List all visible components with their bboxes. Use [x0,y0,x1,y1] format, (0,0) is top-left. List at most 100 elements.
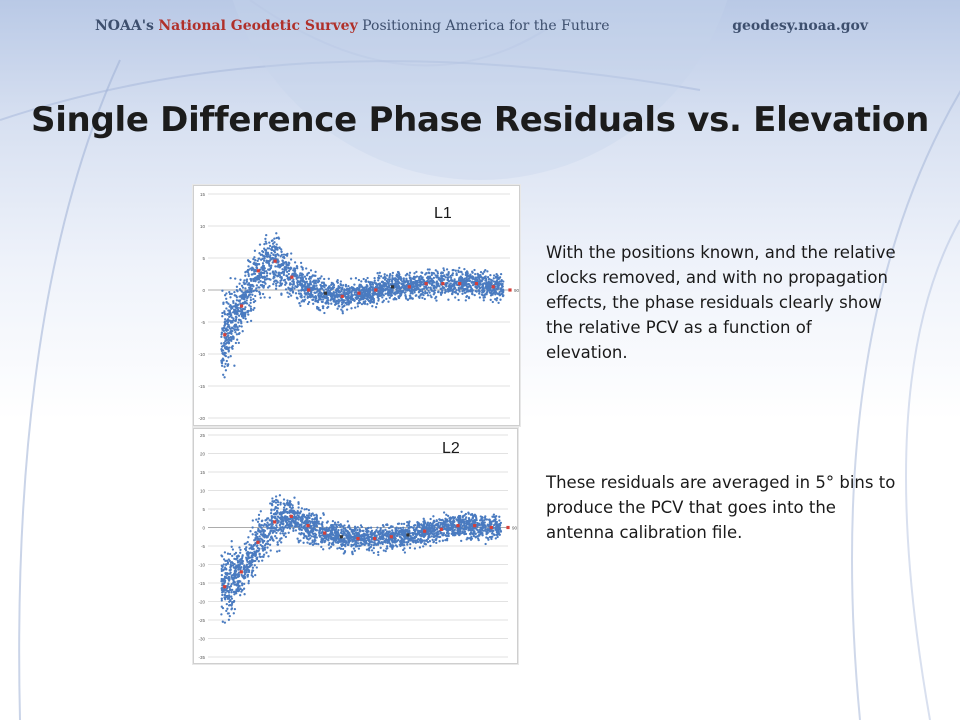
scatter-point [434,269,437,272]
scatter-point [487,282,490,286]
scatter-point [262,276,265,279]
scatter-point [392,292,395,295]
scatter-point [432,293,435,296]
scatter-point [406,541,409,544]
scatter-point [441,274,445,278]
scatter-point [393,283,397,286]
scatter-point [229,296,232,299]
scatter-point [306,302,310,306]
scatter-point [245,278,249,281]
scatter-point [327,293,330,296]
scatter-point [407,524,411,527]
scatter-point [240,325,243,328]
bin-mean-marker [256,269,260,273]
scatter-point [488,291,491,294]
scatter-point [284,253,288,257]
scatter-point [264,240,267,243]
scatter-point [386,541,389,545]
scatter-point [357,547,361,550]
scatter-point [293,269,297,272]
scatter-point [241,301,245,305]
scatter-point [293,513,296,516]
scatter-point [483,518,486,522]
scatter-point [322,298,325,301]
scatter-point [341,538,345,541]
scatter-point [230,540,233,543]
scatter-point [320,300,324,303]
scatter-point [262,266,266,270]
scatter-point [381,537,385,540]
scatter-point [281,525,284,529]
scatter-point [386,532,390,535]
scatter-point [243,570,246,574]
scatter-point [244,306,247,309]
scatter-point [221,582,224,585]
scatter-point [343,289,346,292]
scatter-point [240,322,243,325]
scatter-point [300,272,303,275]
scatter-point [408,274,411,277]
scatter-point [322,305,325,308]
scatter-point [275,232,278,235]
scatter-point [405,285,409,288]
scatter-point [268,285,271,288]
scatter-point [460,539,463,543]
scatter-point [492,274,496,277]
scatter-point [315,279,318,282]
scatter-series [220,232,505,379]
scatter-point [250,558,254,562]
scatter-point [270,251,273,255]
scatter-point [430,277,433,281]
scatter-point [387,292,390,295]
scatter-point [463,522,466,526]
scatter-point [236,338,239,341]
scatter-point [227,618,231,621]
scatter-point [242,577,246,580]
scatter-point [266,540,269,543]
scatter-point [419,541,422,544]
scatter-point [316,277,320,280]
scatter-point [464,288,467,291]
scatter-point [409,283,412,286]
scatter-point [261,559,264,562]
scatter-point [363,296,366,300]
scatter-point [430,273,433,277]
scatter-point [283,504,287,507]
scatter-point [363,301,366,304]
scatter-point [358,297,362,301]
scatter-point [274,498,278,502]
scatter-point [220,335,223,339]
scatter-point [276,275,279,278]
scatter-point [372,291,375,294]
scatter-point [237,586,240,589]
scatter-point [326,533,329,536]
scatter-point [246,296,249,300]
bin-mean-marker [491,285,495,289]
scatter-point [375,283,378,286]
scatter-point [230,545,233,548]
scatter-point [404,274,407,277]
scatter-point [371,283,375,286]
scatter-point [449,276,453,280]
scatter-point [311,521,315,525]
scatter-point [258,252,261,255]
scatter-point [232,300,235,303]
scatter-point [393,279,397,282]
scatter-point [419,531,422,534]
scatter-point [303,524,306,528]
scatter-point [226,607,229,610]
scatter-point [247,282,251,285]
scatter-point [229,321,233,324]
scatter-point [276,281,279,284]
scatter-point [320,287,324,290]
scatter-point [249,319,253,323]
scatter-point [283,509,287,512]
scatter-point [220,613,223,616]
scatter-point [350,291,353,295]
scatter-point [288,523,291,526]
scatter-point [312,302,315,305]
scatter-point [232,581,235,585]
scatter-point [451,274,454,277]
scatter-point [379,527,382,530]
scatter-point [242,281,245,284]
